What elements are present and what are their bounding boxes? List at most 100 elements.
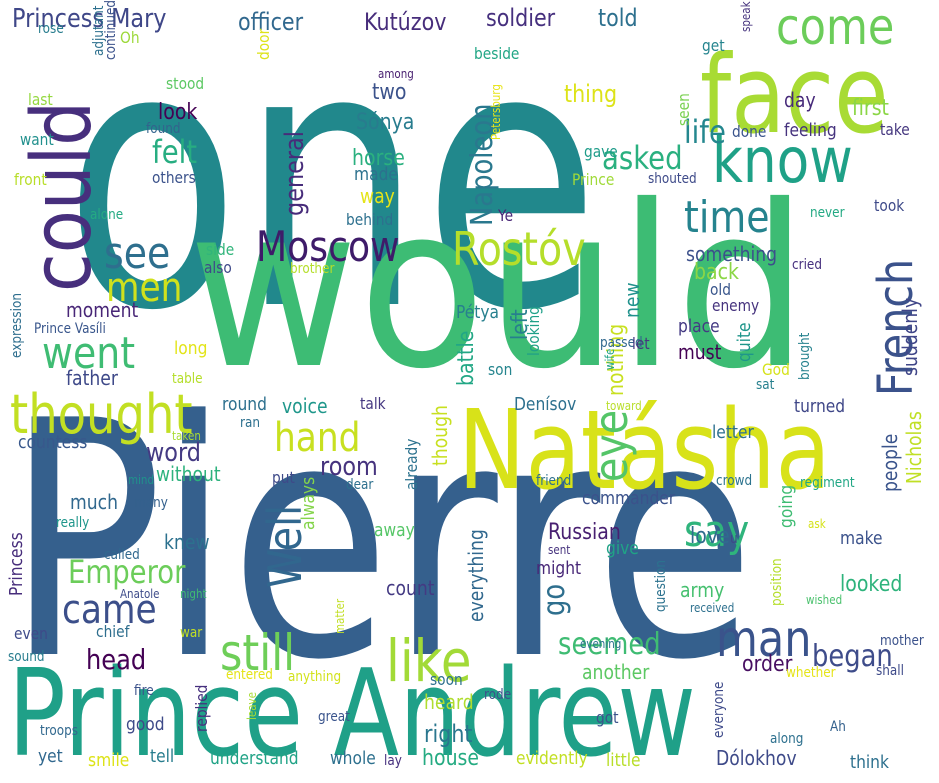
word: side [206,240,235,259]
word: much [70,490,119,514]
word: even [14,624,48,643]
word: Prince [572,170,615,189]
word: face [700,33,889,158]
word: officer [238,8,304,36]
word: Dólokhov [716,746,797,770]
word: tell [150,746,175,767]
word: long [174,338,208,359]
word: understand [210,748,299,769]
word: must [678,340,722,364]
word: way [360,184,395,208]
word: behind [346,210,394,229]
word: went [42,328,136,379]
word: house [422,746,480,771]
word: came [62,587,157,633]
word: Prince Andrew [8,645,696,783]
word: among [378,67,414,81]
word: Moscow [256,222,400,271]
word: make [840,528,883,549]
word: get [702,36,725,55]
word: want [20,130,54,149]
word: fire [134,683,154,699]
word: two [372,80,407,105]
word: door [254,28,273,60]
word: little [606,750,641,771]
word: question [653,559,669,612]
word: last [28,90,53,109]
word: day [784,88,816,112]
word: talk [360,394,386,413]
word: told [598,4,638,32]
word: called [104,547,140,563]
word: ask [808,517,826,531]
word: first [852,96,889,121]
word: put [272,468,295,487]
word: began [812,639,893,674]
word: love [690,524,730,549]
word: soldier [486,4,556,32]
word: horse [352,146,405,171]
word: adjutant [91,5,107,56]
word: sent [548,543,571,557]
word: Kutúzov [364,8,447,36]
word: looked [840,572,903,597]
word: look [158,100,198,125]
word: God [762,360,790,379]
word: life [684,113,726,151]
word: Natásha [458,386,831,514]
word: crowd [716,473,753,489]
word: feeling [784,120,837,141]
word: battle [454,330,479,386]
word: rose [38,21,64,37]
word: rode [484,687,512,703]
word: table [172,371,203,387]
word: smile [88,750,130,771]
word: new [620,282,644,318]
word: lay [384,753,402,769]
word: come [776,0,895,56]
word: word [146,438,201,468]
word: whether [786,665,836,681]
word: back [694,260,739,285]
word: commander [582,488,676,509]
word: position [769,558,785,606]
word: Princess [6,532,27,596]
word: entered [226,667,273,683]
word: say [684,506,750,557]
word: shouted [648,171,697,187]
word: turned [794,396,846,417]
word: Pétya [456,302,500,323]
word: really [56,515,90,531]
word: seen [674,93,693,126]
word: see [104,228,171,279]
word: countess [18,432,88,453]
word: mind [128,473,155,487]
word: suddenly [898,297,922,376]
word: might [536,558,582,579]
word: evidently [516,748,588,769]
word: great [318,709,350,725]
word: alone [90,207,124,223]
word: anything [288,669,342,685]
word: Nicholas [902,411,926,484]
word: another [582,660,650,684]
word: wished [806,593,843,607]
word: moment [66,298,139,322]
word: man [716,610,812,668]
word: already [402,438,421,490]
word: Sónya [356,110,415,135]
word: go [537,583,572,616]
word: men [106,265,183,311]
word: Oh [120,28,140,47]
word: eye [584,409,638,482]
word: friend [536,473,572,489]
word: Emperor [68,553,186,591]
word: give [606,538,639,559]
word: without [156,462,221,486]
word: toward [606,399,642,413]
word: letter [712,422,754,443]
word: also [204,258,232,277]
word: people [878,433,902,492]
word: war [180,625,203,641]
word: round [222,394,267,415]
